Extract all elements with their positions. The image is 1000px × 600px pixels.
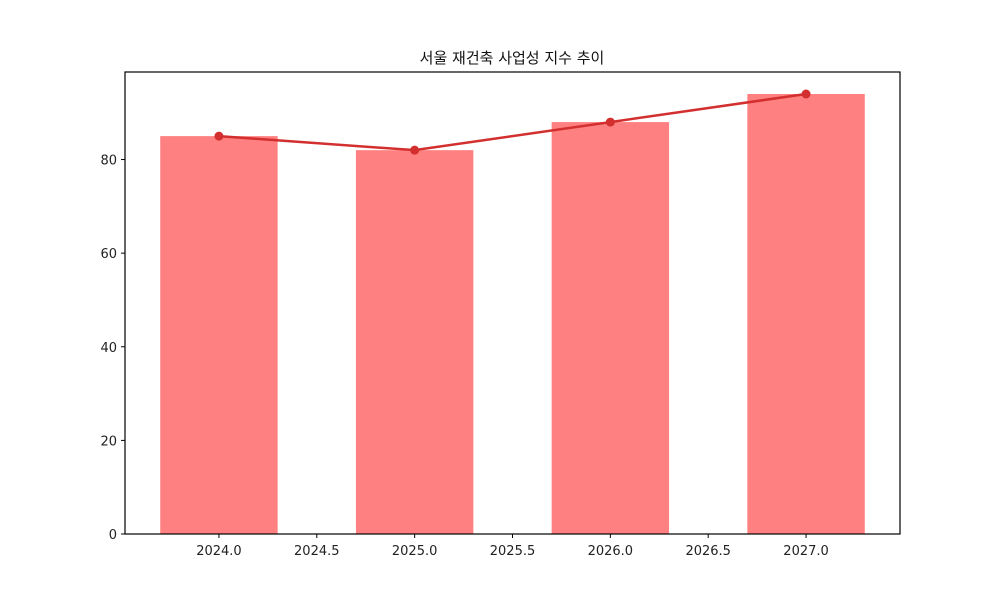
y-axis: 0 20 40 60 80: [100, 154, 125, 543]
x-tick-label: 2025.5: [490, 544, 536, 559]
bar: [551, 122, 670, 534]
chart-title: 서울 재건축 사업성 지수 추이: [420, 49, 605, 67]
y-tick-label: 0: [109, 528, 117, 543]
x-axis: 2024.0 2024.5 2025.0 2025.5 2026.0 2026.5 2027…: [196, 534, 829, 559]
x-tick-label: 2026.0: [588, 544, 634, 559]
data-point-marker: [605, 117, 615, 127]
data-point-marker: [801, 89, 811, 99]
data-point-marker: [214, 131, 224, 141]
data-point-marker: [410, 145, 420, 155]
x-tick-label: 2024.5: [294, 544, 340, 559]
y-tick-label: 40: [100, 341, 117, 356]
x-tick-label: 2026.5: [685, 544, 731, 559]
x-tick-label: 2027.0: [783, 544, 829, 559]
bar: [355, 150, 474, 534]
x-tick-label: 2025.0: [392, 544, 438, 559]
y-tick-label: 80: [100, 154, 117, 169]
y-tick-label: 60: [100, 247, 117, 262]
trend-line: [218, 92, 807, 152]
y-tick-label: 20: [100, 434, 117, 449]
bar: [747, 94, 865, 534]
line-series: [214, 89, 811, 155]
bar-series: [160, 94, 865, 534]
bar: [160, 136, 278, 534]
x-tick-label: 2024.0: [196, 544, 242, 559]
